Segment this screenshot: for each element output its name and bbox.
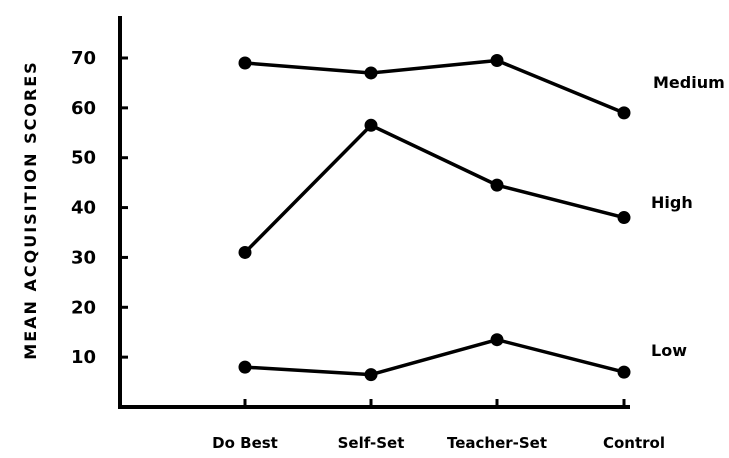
series-label-high: High bbox=[651, 193, 693, 212]
point-high-3 bbox=[490, 178, 504, 192]
y-tick-label-40: 40 bbox=[71, 198, 96, 219]
point-low-1 bbox=[238, 360, 252, 374]
y-tick-label-70: 70 bbox=[71, 48, 96, 69]
y-ticks: 10 20 30 40 50 60 70 bbox=[71, 48, 128, 368]
y-tick-label-50: 50 bbox=[71, 148, 96, 169]
series: Medium High Low bbox=[238, 53, 725, 382]
y-tick-label-30: 30 bbox=[71, 247, 96, 268]
y-tick-label-60: 60 bbox=[71, 98, 96, 119]
series-medium: Medium bbox=[238, 53, 725, 120]
series-line-high bbox=[243, 123, 626, 255]
point-high-4 bbox=[617, 211, 631, 225]
point-low-2 bbox=[364, 368, 378, 382]
series-line-low bbox=[243, 337, 626, 377]
y-axis-title: MEAN ACQUISITION SCORES bbox=[21, 60, 40, 359]
point-high-1 bbox=[238, 245, 252, 259]
point-high-2 bbox=[364, 118, 378, 132]
x-tick-label-4: Control bbox=[603, 434, 665, 452]
x-tick-label-1: Do Best bbox=[212, 434, 278, 452]
point-medium-3 bbox=[490, 53, 504, 67]
series-label-low: Low bbox=[651, 341, 687, 360]
x-ticks: Do Best Self-Set Teacher-Set Control bbox=[212, 399, 665, 452]
point-medium-4 bbox=[617, 106, 631, 120]
x-tick-label-3: Teacher-Set bbox=[447, 434, 547, 452]
series-label-medium: Medium bbox=[653, 73, 725, 92]
axes: 10 20 30 40 50 60 70 Do Best Self-Set Teacher-Se… bbox=[21, 16, 665, 452]
point-low-4 bbox=[617, 365, 631, 379]
point-medium-1 bbox=[238, 56, 252, 70]
series-low: Low bbox=[238, 333, 687, 382]
point-low-3 bbox=[490, 333, 504, 347]
point-medium-2 bbox=[364, 66, 378, 80]
series-line-medium bbox=[243, 58, 626, 115]
y-tick-label-20: 20 bbox=[71, 297, 96, 318]
x-tick-label-2: Self-Set bbox=[338, 434, 405, 452]
series-high: High bbox=[238, 118, 693, 259]
y-tick-label-10: 10 bbox=[71, 347, 96, 368]
